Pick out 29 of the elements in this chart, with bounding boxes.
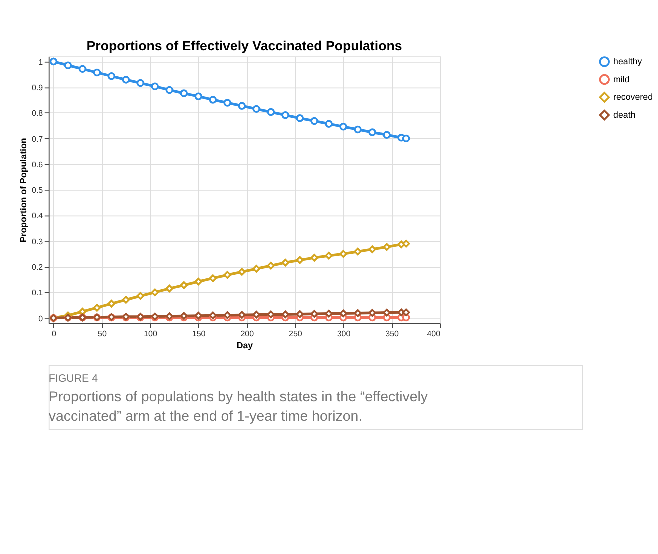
y-tick-label: 0.4 [32,212,44,221]
x-tick-label: 300 [337,329,352,338]
x-tick-label: 400 [427,329,442,338]
x-axis-title: Day [236,340,254,351]
legend-label: death [614,110,636,120]
y-tick-label: 0.9 [32,84,44,92]
y-tick-label: 1 [38,58,44,67]
y-tick-label: 0.8 [32,109,44,118]
y-tick-label: 0.5 [32,186,44,196]
caption: FIGURE 4 [48,373,98,386]
x-tick-label: 0 [52,329,57,338]
chart-title: Proportions of Effectively Vaccinated Populations [86,38,402,54]
legend-label: mild [614,74,630,84]
y-tick-label: 0.3 [32,237,44,246]
y-axis-title: Proportion of Population [18,138,29,243]
legend-label: recovered [614,92,654,102]
legend-label: healthy [614,56,643,67]
x-tick-label: 150 [192,329,206,338]
y-tick-label: 0 [38,314,44,324]
x-tick-label: 350 [386,329,400,338]
x-tick-label: 250 [289,329,303,338]
y-tick-label: 0.6 [32,160,44,170]
text: Proportions of populations by health states in the “effectively vaccinated” arm at the end of 1-year time horizon. [48,390,429,426]
x-tick-label: 100 [144,329,158,338]
x-tick-label: 200 [240,329,255,338]
x-tick-label: 50 [98,329,108,338]
y-tick-label: 0.2 [32,263,44,272]
y-tick-label: 0.7 [32,134,44,144]
y-tick-label: 0.1 [32,288,44,298]
